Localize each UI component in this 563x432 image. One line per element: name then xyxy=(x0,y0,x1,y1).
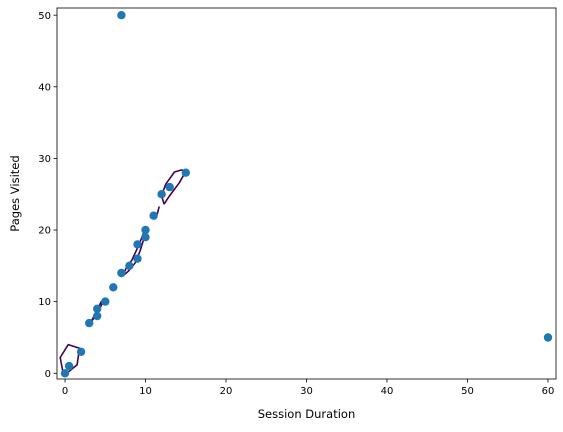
y-axis-ticks: 0 10 20 30 40 50 xyxy=(38,11,57,380)
data-point-17 xyxy=(181,168,190,177)
y-tick-label: 20 xyxy=(38,226,51,237)
x-axis-ticks: 0 10 20 30 40 50 60 xyxy=(62,379,554,397)
data-point-7 xyxy=(109,283,118,292)
data-point-11 xyxy=(133,240,142,249)
data-point-9 xyxy=(125,261,134,270)
data-point-15 xyxy=(157,190,166,199)
x-tick-label: 10 xyxy=(139,386,152,397)
data-point-5 xyxy=(93,304,102,313)
data-point-16 xyxy=(165,182,174,192)
y-tick-label: 30 xyxy=(38,154,51,165)
data-point-10 xyxy=(133,254,142,263)
y-tick-label: 40 xyxy=(38,82,51,93)
data-points xyxy=(60,11,553,378)
x-tick-label: 50 xyxy=(461,386,474,397)
x-tick-label: 30 xyxy=(300,386,313,397)
data-point-19 xyxy=(543,333,553,342)
y-tick-label: 10 xyxy=(38,297,51,308)
y-tick-label: 50 xyxy=(38,11,51,22)
data-point-12 xyxy=(141,233,150,242)
x-tick-label: 40 xyxy=(381,386,394,397)
x-tick-label: 60 xyxy=(542,386,555,397)
y-axis-label: Pages Visited xyxy=(8,155,22,231)
x-tick-label: 20 xyxy=(220,386,233,397)
data-point-8 xyxy=(117,268,126,278)
data-point-13 xyxy=(141,225,150,235)
data-point-14 xyxy=(149,211,158,220)
data-point-0 xyxy=(60,369,70,378)
y-tick-label: 0 xyxy=(45,369,51,380)
data-point-6 xyxy=(101,297,110,306)
data-point-1 xyxy=(64,361,74,371)
x-tick-label: 0 xyxy=(62,386,68,397)
data-point-4 xyxy=(93,311,102,321)
data-point-3 xyxy=(85,318,94,328)
data-point-2 xyxy=(76,347,86,356)
x-axis-label: Session Duration xyxy=(258,407,355,421)
data-point-18 xyxy=(117,11,126,20)
